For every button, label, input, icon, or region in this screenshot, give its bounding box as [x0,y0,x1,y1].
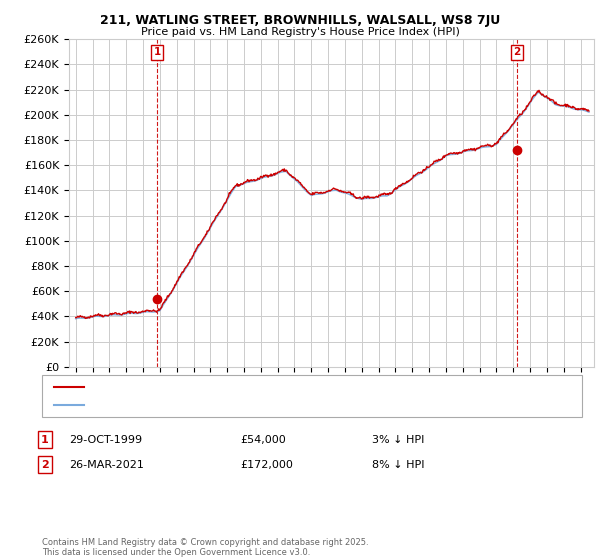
Text: £172,000: £172,000 [240,460,293,470]
Text: 2: 2 [514,48,521,57]
Text: 211, WATLING STREET, BROWNHILLS, WALSALL, WS8 7JU (semi-detached house): 211, WATLING STREET, BROWNHILLS, WALSALL… [93,382,496,392]
Text: 1: 1 [41,435,49,445]
Text: 2: 2 [41,460,49,470]
Text: 8% ↓ HPI: 8% ↓ HPI [372,460,425,470]
Text: 211, WATLING STREET, BROWNHILLS, WALSALL, WS8 7JU: 211, WATLING STREET, BROWNHILLS, WALSALL… [100,14,500,27]
Text: HPI: Average price, semi-detached house, Walsall: HPI: Average price, semi-detached house,… [93,400,340,410]
Text: 3% ↓ HPI: 3% ↓ HPI [372,435,424,445]
Text: £54,000: £54,000 [240,435,286,445]
Text: 26-MAR-2021: 26-MAR-2021 [69,460,144,470]
Text: 1: 1 [154,48,161,57]
Text: 29-OCT-1999: 29-OCT-1999 [69,435,142,445]
Text: Price paid vs. HM Land Registry's House Price Index (HPI): Price paid vs. HM Land Registry's House … [140,27,460,37]
Text: Contains HM Land Registry data © Crown copyright and database right 2025.
This d: Contains HM Land Registry data © Crown c… [42,538,368,557]
